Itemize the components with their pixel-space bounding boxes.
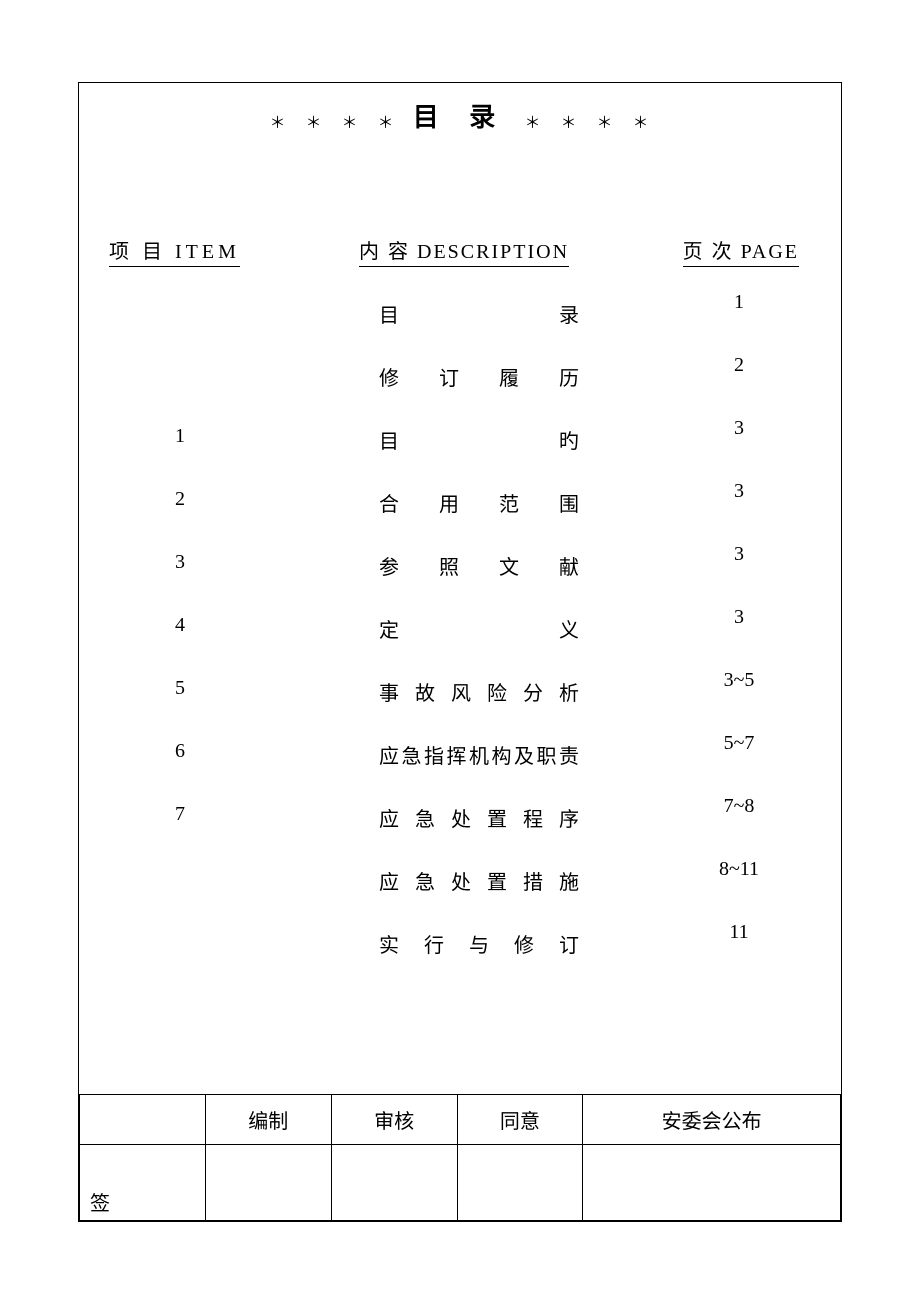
toc-page: 11 <box>699 921 779 944</box>
toc-desc: 修订履历 <box>379 362 579 391</box>
title-stars-right: ＊ ＊ ＊ ＊ <box>525 115 651 132</box>
toc-desc: 应急指挥机构及职责 <box>379 740 579 769</box>
toc-page: 3 <box>699 480 779 503</box>
title-row: ＊ ＊ ＊ ＊ 目 录 ＊ ＊ ＊ ＊ <box>79 83 841 134</box>
toc-desc: 目录 <box>379 299 579 328</box>
toc-item: 1 <box>175 425 185 448</box>
header-page: 页 次 PAGE <box>683 235 799 267</box>
toc-row: 1 目旳 3 <box>79 407 841 470</box>
toc-desc: 目旳 <box>379 425 579 454</box>
toc-page: 5~7 <box>699 732 779 755</box>
toc-row: 4 定义 3 <box>79 596 841 659</box>
toc-row: 应急处置措施 8~11 <box>79 848 841 911</box>
toc-item: 2 <box>175 488 185 511</box>
sig-col-review: 审核 <box>331 1095 457 1145</box>
toc-desc: 定义 <box>379 614 579 643</box>
toc-item: 7 <box>175 803 185 826</box>
toc-page: 2 <box>699 354 779 377</box>
sig-cell-publish <box>583 1145 841 1221</box>
toc-body: 目录 1 修订履历 2 1 目旳 3 2 合用范围 3 3 参照文献 3 4 定… <box>79 281 841 974</box>
toc-row: 实行与修订 11 <box>79 911 841 974</box>
toc-desc: 应急处置程序 <box>379 803 579 832</box>
toc-page: 3~5 <box>699 669 779 692</box>
sig-header-row: 编制 审核 同意 安委会公布 <box>80 1095 841 1145</box>
toc-page: 7~8 <box>699 795 779 818</box>
sig-col-approve: 同意 <box>457 1095 583 1145</box>
sig-label: 签 <box>80 1145 206 1221</box>
toc-row: 5 事故风险分析 3~5 <box>79 659 841 722</box>
toc-item: 6 <box>175 740 185 763</box>
title-text: 目 录 <box>413 103 508 132</box>
header-desc: 内 容 DESCRIPTION <box>359 235 569 267</box>
toc-page: 3 <box>699 606 779 629</box>
toc-desc: 应急处置措施 <box>379 866 579 895</box>
sig-cell-compile <box>205 1145 331 1221</box>
toc-item: 4 <box>175 614 185 637</box>
sig-cell-approve <box>457 1145 583 1221</box>
toc-page: 3 <box>699 417 779 440</box>
toc-page: 1 <box>699 291 779 314</box>
sig-empty-cell <box>80 1095 206 1145</box>
sig-cell-review <box>331 1145 457 1221</box>
toc-row: 修订履历 2 <box>79 344 841 407</box>
toc-page: 8~11 <box>699 858 779 881</box>
toc-item: 3 <box>175 551 185 574</box>
toc-desc: 实行与修订 <box>379 929 579 958</box>
toc-row: 2 合用范围 3 <box>79 470 841 533</box>
title-stars-left: ＊ ＊ ＊ ＊ <box>269 115 395 132</box>
toc-row: 6 应急指挥机构及职责 5~7 <box>79 722 841 785</box>
toc-row: 3 参照文献 3 <box>79 533 841 596</box>
toc-row: 目录 1 <box>79 281 841 344</box>
signature-table: 编制 审核 同意 安委会公布 签 <box>79 1094 841 1221</box>
toc-page: 3 <box>699 543 779 566</box>
page-border: ＊ ＊ ＊ ＊ 目 录 ＊ ＊ ＊ ＊ 项 目 ITEM 内 容 DESCRIP… <box>78 82 842 1222</box>
toc-desc: 合用范围 <box>379 488 579 517</box>
header-item: 项 目 ITEM <box>109 235 240 267</box>
sig-col-compile: 编制 <box>205 1095 331 1145</box>
sig-col-publish: 安委会公布 <box>583 1095 841 1145</box>
toc-desc: 事故风险分析 <box>379 677 579 706</box>
toc-item: 5 <box>175 677 185 700</box>
toc-desc: 参照文献 <box>379 551 579 580</box>
toc-row: 7 应急处置程序 7~8 <box>79 785 841 848</box>
sig-body-row: 签 <box>80 1145 841 1221</box>
